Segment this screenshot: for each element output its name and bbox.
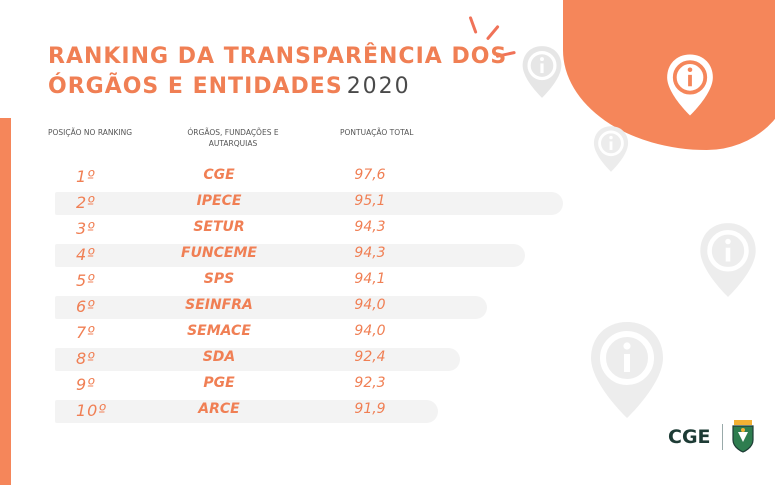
org-cell: PGE — [203, 375, 235, 391]
row-band — [55, 192, 563, 215]
org-cell: ARCE — [198, 401, 240, 417]
score-cell: 94,0 — [354, 297, 386, 313]
rank-cell: 8º — [76, 349, 96, 368]
table-row: 2º IPECE 95,1 — [0, 191, 600, 217]
rank-cell: 10º — [76, 401, 107, 420]
sparkle-line — [468, 15, 478, 34]
row-band — [55, 348, 460, 371]
score-cell: 94,1 — [354, 271, 386, 287]
table-row: 7º SEMACE 94,0 — [0, 321, 600, 347]
score-cell: 95,1 — [354, 193, 386, 209]
score-cell: 94,3 — [354, 245, 386, 261]
header-organization: ÓRGÃOS, FUNDAÇÕES E AUTARQUIAS — [187, 128, 279, 148]
info-pin-icon — [591, 322, 663, 418]
rank-cell: 3º — [76, 219, 96, 238]
score-cell: 97,6 — [354, 167, 386, 183]
title-year: 2020 — [346, 74, 411, 99]
info-pin-icon — [700, 223, 756, 297]
table-row: 6º SEINFRA 94,0 — [0, 295, 600, 321]
coat-of-arms-icon — [732, 420, 754, 453]
org-cell: CGE — [203, 167, 235, 183]
table-row: 5º SPS 94,1 — [0, 269, 600, 295]
score-cell: 92,3 — [354, 375, 386, 391]
table-row: 1º CGE 97,6 — [0, 165, 600, 191]
sparkle-line — [485, 24, 500, 41]
header-score: PONTUAÇÃO TOTAL — [340, 128, 414, 137]
table-row: 10º ARCE 91,9 — [0, 399, 600, 425]
rank-cell: 4º — [76, 245, 96, 264]
logo-divider — [722, 424, 723, 450]
table-row: 4º FUNCEME 94,3 — [0, 243, 600, 269]
score-cell: 94,0 — [354, 323, 386, 339]
row-band — [55, 296, 487, 319]
info-pin-icon — [667, 54, 713, 116]
rank-cell: 7º — [76, 323, 96, 342]
org-cell: SPS — [203, 271, 235, 287]
table-row: 3º SETUR 94,3 — [0, 217, 600, 243]
score-cell: 91,9 — [354, 401, 386, 417]
org-cell: FUNCEME — [181, 245, 257, 261]
org-cell: IPECE — [196, 193, 242, 209]
cge-logo: CGE — [668, 426, 711, 448]
ranking-table: 1º CGE 97,6 2º IPECE 95,1 3º SETUR 94,3 … — [0, 165, 600, 425]
header-position: POSIÇÃO NO RANKING — [48, 128, 133, 137]
title-line-2-text: ÓRGÃOS E ENTIDADES — [48, 74, 343, 99]
table-row: 8º SDA 92,4 — [0, 347, 600, 373]
info-pin-icon — [522, 46, 562, 98]
rank-cell: 2º — [76, 193, 96, 212]
rank-cell: 6º — [76, 297, 96, 316]
title-line-2: ÓRGÃOS E ENTIDADES 2020 — [48, 72, 507, 102]
page-title: RANKING DA TRANSPARÊNCIA DOS ÓRGÃOS E EN… — [48, 42, 507, 102]
rank-cell: 5º — [76, 271, 96, 290]
org-cell: SETUR — [193, 219, 245, 235]
org-cell: SDA — [202, 349, 236, 365]
row-band — [55, 400, 438, 423]
title-line-1: RANKING DA TRANSPARÊNCIA DOS — [48, 44, 508, 69]
info-pin-icon — [593, 126, 629, 172]
rank-cell: 1º — [76, 167, 96, 186]
score-cell: 92,4 — [354, 349, 386, 365]
left-accent-bar — [0, 118, 11, 485]
org-cell: SEMACE — [187, 323, 251, 339]
table-row: 9º PGE 92,3 — [0, 373, 600, 399]
org-cell: SEINFRA — [185, 297, 253, 313]
rank-cell: 9º — [76, 375, 96, 394]
row-band — [55, 244, 525, 267]
score-cell: 94,3 — [354, 219, 386, 235]
